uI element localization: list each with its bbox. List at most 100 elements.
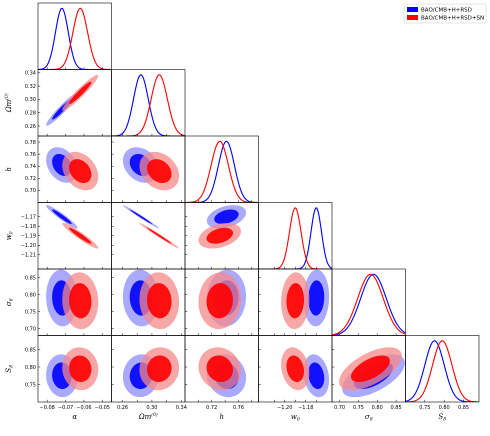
ytick-label-S8: 0.75: [25, 382, 36, 388]
ylabel-w0: w0: [5, 231, 15, 240]
ytick-label-sigma8: 0.85: [25, 275, 36, 281]
legend-label-0: BAO/CMB+H+RSD: [421, 8, 472, 14]
ytick-label-h: 0.70: [25, 188, 36, 194]
marginal-sigma8-0: [332, 273, 406, 336]
contour-sigma8-alpha-1-68: [69, 283, 92, 319]
ytick-label-h: 0.74: [25, 164, 36, 170]
ytick-label-h: 0.76: [25, 152, 36, 158]
ylabel-sigma8: σ8: [5, 298, 15, 306]
contour-h-omega-1-68: [146, 159, 172, 183]
xtick-label-h: 0.72: [206, 405, 217, 411]
contour-h-alpha-1-68: [69, 159, 92, 184]
panel-sigma8-sigma8: [331, 268, 406, 336]
panel-w0-w0: [258, 202, 333, 270]
panels: 0.260.280.300.320.34Ωm(0)0.700.720.740.7…: [3, 2, 480, 423]
xlabel-alpha: α: [72, 413, 77, 421]
contour-w0-omega-0-68: [129, 209, 153, 224]
contour-S8-w0-1-68: [286, 355, 305, 383]
marginal-w0-0: [258, 207, 332, 269]
ytick-label-sigma8: 0.70: [25, 326, 36, 332]
ytick-label-omega: 0.28: [25, 111, 36, 117]
contour-S8-alpha-1-68: [69, 355, 92, 383]
xtick-label-alpha: −0.06: [76, 405, 91, 411]
panel-omega-omega: [111, 69, 186, 137]
panel-sigma8-alpha: 0.70 0.75 0.80 0.85 σ8: [5, 268, 112, 336]
ytick-label-w0: −1.17: [21, 215, 36, 221]
panel-w0-omega: [111, 202, 186, 270]
xlabel-w0: w0: [291, 413, 300, 423]
marginal-h-0: [185, 140, 259, 203]
ylabel-S8: S8: [5, 365, 15, 373]
xtick-label-w0: −1.18: [298, 405, 313, 411]
contour-S8-sigma8-1-68: [350, 355, 390, 383]
contour-w0-alpha-1-68: [69, 227, 92, 244]
marginal-sigma8-1: [332, 273, 406, 336]
panel-S8-w0: −1.20 −1.18 w0: [258, 335, 333, 423]
marginal-w0-1: [258, 207, 332, 269]
contour-w0-h-1-68: [206, 227, 233, 244]
xtick-label-alpha: −0.08: [40, 405, 55, 411]
contour-w0-omega-1-68: [146, 227, 172, 244]
xlabel-omega: Ωm(0): [138, 411, 158, 421]
legend-swatch-1: [407, 15, 418, 20]
marginal-h-1: [185, 140, 259, 203]
contour-S8-h-1-68: [206, 355, 233, 383]
contour-w0-alpha-0-68: [52, 209, 72, 224]
panel-S8-alpha: −0.08 −0.07 −0.06 −0.05 0.75 0.80 0.85 α S8: [5, 335, 112, 421]
panel-w0-h: [184, 202, 259, 270]
ylabel-h: h: [5, 167, 13, 172]
xtick-label-sigma8: 0.85: [391, 405, 402, 411]
panel-w0-alpha: −1.21 −1.20 −1.19 −1.18 −1.17 w0: [5, 202, 112, 270]
marginal-S8-1: [405, 340, 479, 402]
marginal-alpha-0: [38, 7, 112, 70]
xtick-label-h: 0.76: [233, 405, 244, 411]
ytick-label-h: 0.78: [25, 140, 36, 146]
xtick-label-S8: 0.75: [419, 405, 430, 411]
ylabel-omega: Ωm(0): [3, 93, 13, 113]
xlabel-S8: S8: [438, 413, 446, 423]
panel-h-h: [184, 135, 259, 203]
panel-h-omega: [111, 135, 186, 203]
contour-sigma8-h-1-68: [206, 283, 233, 319]
panel-omega-alpha: 0.26 0.28 0.30 0.32 0.34 Ωm(0): [3, 69, 112, 137]
xtick-label-alpha: −0.05: [95, 405, 110, 411]
panel-S8-sigma8: 0.70 0.75 0.80 0.85 σ8: [331, 335, 406, 423]
ytick-label-omega: 0.26: [25, 124, 36, 130]
contour-sigma8-w0-0-68: [308, 280, 325, 316]
ytick-label-w0: −1.19: [21, 234, 36, 240]
panel-S8-h: 0.72 0.76 h: [184, 335, 259, 421]
ytick-label-w0: −1.20: [21, 243, 36, 249]
ytick-label-S8: 0.85: [25, 347, 36, 353]
xtick-label-sigma8: 0.80: [372, 405, 383, 411]
xtick-label-S8: 0.85: [458, 405, 469, 411]
xtick-label-sigma8: 0.75: [353, 405, 364, 411]
panel-S8-S8: 0.75 0.80 0.85 S8: [405, 335, 480, 423]
ytick-label-omega: 0.34: [25, 71, 36, 77]
contour-sigma8-w0-1-68: [286, 283, 305, 319]
panel-S8-omega: 0.26 0.30 0.34 Ωm(0): [111, 335, 187, 421]
panel-h-alpha: 0.70 0.72 0.74 0.76 0.78 h: [5, 135, 112, 203]
contour-w0-h-0-68: [214, 209, 239, 224]
panel-alpha-alpha: [37, 2, 112, 70]
ytick-label-S8: 0.80: [25, 365, 36, 371]
ytick-label-omega: 0.32: [25, 84, 36, 90]
xlabel-sigma8: σ8: [365, 413, 373, 423]
ytick-label-sigma8: 0.80: [25, 292, 36, 298]
legend-label-1: BAO/CMB+H+RSD+SN: [421, 16, 484, 22]
legend: BAO/CMB+H+RSD BAO/CMB+H+RSD+SN: [403, 3, 487, 24]
xtick-label-omega: 0.30: [146, 405, 157, 411]
xtick-label-S8: 0.80: [439, 405, 450, 411]
legend-swatch-0: [407, 7, 418, 12]
ytick-label-h: 0.72: [25, 176, 36, 182]
contour-S8-omega-1-68: [146, 355, 172, 383]
panel-sigma8-omega: [111, 268, 186, 336]
panel-sigma8-w0: [258, 268, 333, 336]
ytick-label-w0: −1.18: [21, 224, 36, 230]
marginal-omega-0: [111, 74, 185, 136]
ytick-label-sigma8: 0.75: [25, 309, 36, 315]
ytick-label-w0: −1.21: [21, 253, 36, 259]
marginal-S8-0: [405, 340, 479, 402]
xtick-label-omega: 0.26: [117, 405, 128, 411]
marginal-omega-1: [111, 74, 185, 136]
